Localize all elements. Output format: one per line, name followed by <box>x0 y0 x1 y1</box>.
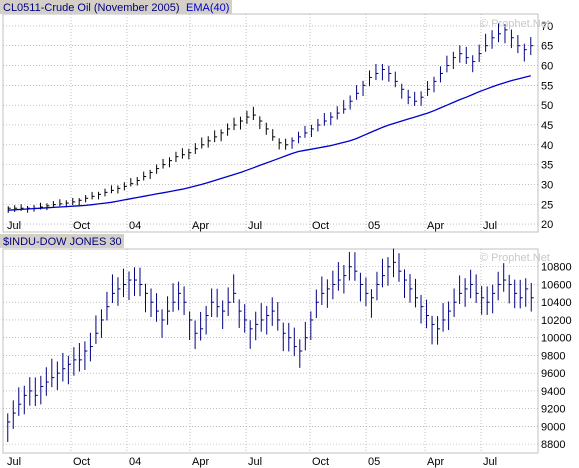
dow-jones-x-tick-label: Oct <box>312 456 329 468</box>
dow-jones-y-tick-label: 9600 <box>541 368 565 380</box>
crude-oil-x-tick-label: Jul <box>248 220 262 232</box>
dow-jones-x-tick-label: Jul <box>483 456 497 468</box>
dow-jones-y-tick-label: 8800 <box>541 439 565 451</box>
crude-oil-x-tick-label: Oct <box>73 220 90 232</box>
crude-oil-grid <box>3 14 538 232</box>
crude-oil-plot-frame <box>2 13 539 233</box>
crude-oil-y-tick-label: 60 <box>541 61 553 73</box>
crude-oil-legend-background <box>0 0 232 14</box>
dow-jones-x-tick-label: 04 <box>129 456 141 468</box>
crude-oil-panel: 20 25 30 35 40 45 50 55 60 65 70 Jul Oct 04 Apr Jul Oct… <box>0 0 553 233</box>
dow-jones-x-tick-label: Apr <box>427 456 444 468</box>
dow-jones-y-tick-label: 9200 <box>541 404 565 416</box>
dow-jones-y-tick-label: 9800 <box>541 350 565 362</box>
crude-oil-x-tick-label: Jul <box>7 220 21 232</box>
dow-jones-x-tick-label: 05 <box>368 456 380 468</box>
ema-legend-label: EMA(40) <box>186 2 229 14</box>
crude-oil-x-tick-label: Apr <box>427 220 444 232</box>
dow-jones-price-bars <box>7 248 534 442</box>
watermark-top: © Prophet.Net <box>480 18 550 30</box>
dow-jones-x-axis: Jul Oct 04 Apr Jul Oct 05 Apr Jul <box>7 456 497 468</box>
crude-oil-y-tick-label: 40 <box>541 140 553 152</box>
dow-jones-plot-frame <box>2 248 539 454</box>
crude-oil-x-tick-label: 04 <box>129 220 141 232</box>
crude-oil-y-tick-label: 20 <box>541 219 553 231</box>
crude-oil-y-tick-label: 65 <box>541 41 553 53</box>
dow-jones-y-tick-label: 9000 <box>541 421 565 433</box>
dow-jones-x-tick-label: Oct <box>73 456 90 468</box>
dow-jones-legend-background <box>0 234 124 248</box>
crude-oil-x-tick-label: Oct <box>312 220 329 232</box>
crude-oil-x-tick-label: Jul <box>483 220 497 232</box>
dow-jones-panel: 8800 9000 9200 9400 9600 9800 10000 10200 10400 1… <box>0 234 572 468</box>
crude-oil-x-tick-label: 05 <box>368 220 380 232</box>
dow-jones-y-tick-label: 10400 <box>541 297 572 309</box>
dow-jones-y-tick-label: 10000 <box>541 333 572 345</box>
crude-oil-y-tick-label: 35 <box>541 160 553 172</box>
crude-oil-y-tick-label: 70 <box>541 21 553 33</box>
dow-jones-x-tick-label: Jul <box>7 456 21 468</box>
dow-jones-y-axis: 8800 9000 9200 9400 9600 9800 10000 10200 10400 1… <box>541 262 572 451</box>
dow-jones-y-tick-label: 10200 <box>541 315 572 327</box>
watermark-bottom: © Prophet.Net <box>480 252 550 264</box>
dow-jones-x-tick-label: Apr <box>192 456 209 468</box>
crude-oil-y-tick-label: 25 <box>541 199 553 211</box>
crude-oil-y-axis: 20 25 30 35 40 45 50 55 60 65 70 <box>541 21 553 231</box>
crude-oil-y-tick-label: 45 <box>541 120 553 132</box>
dow-jones-y-tick-label: 9400 <box>541 386 565 398</box>
crude-oil-y-tick-label: 50 <box>541 100 553 112</box>
crude-oil-price-bars <box>7 23 534 213</box>
crude-oil-x-axis: Jul Oct 04 Apr Jul Oct 05 Apr Jul <box>7 220 497 232</box>
ema-40-line <box>8 75 531 211</box>
crude-oil-legend-title: CL0511-Crude Oil (November 2005) <box>3 2 180 14</box>
crude-oil-y-tick-label: 30 <box>541 179 553 191</box>
dow-jones-y-tick-label: 10800 <box>541 262 572 274</box>
crude-oil-y-tick-label: 55 <box>541 80 553 92</box>
dow-jones-y-tick-label: 10600 <box>541 279 572 291</box>
dow-jones-legend-title: $INDU-DOW JONES 30 <box>3 236 122 248</box>
crude-oil-x-tick-label: Apr <box>192 220 209 232</box>
dow-jones-x-tick-label: Jul <box>248 456 262 468</box>
dow-jones-grid <box>3 249 538 453</box>
